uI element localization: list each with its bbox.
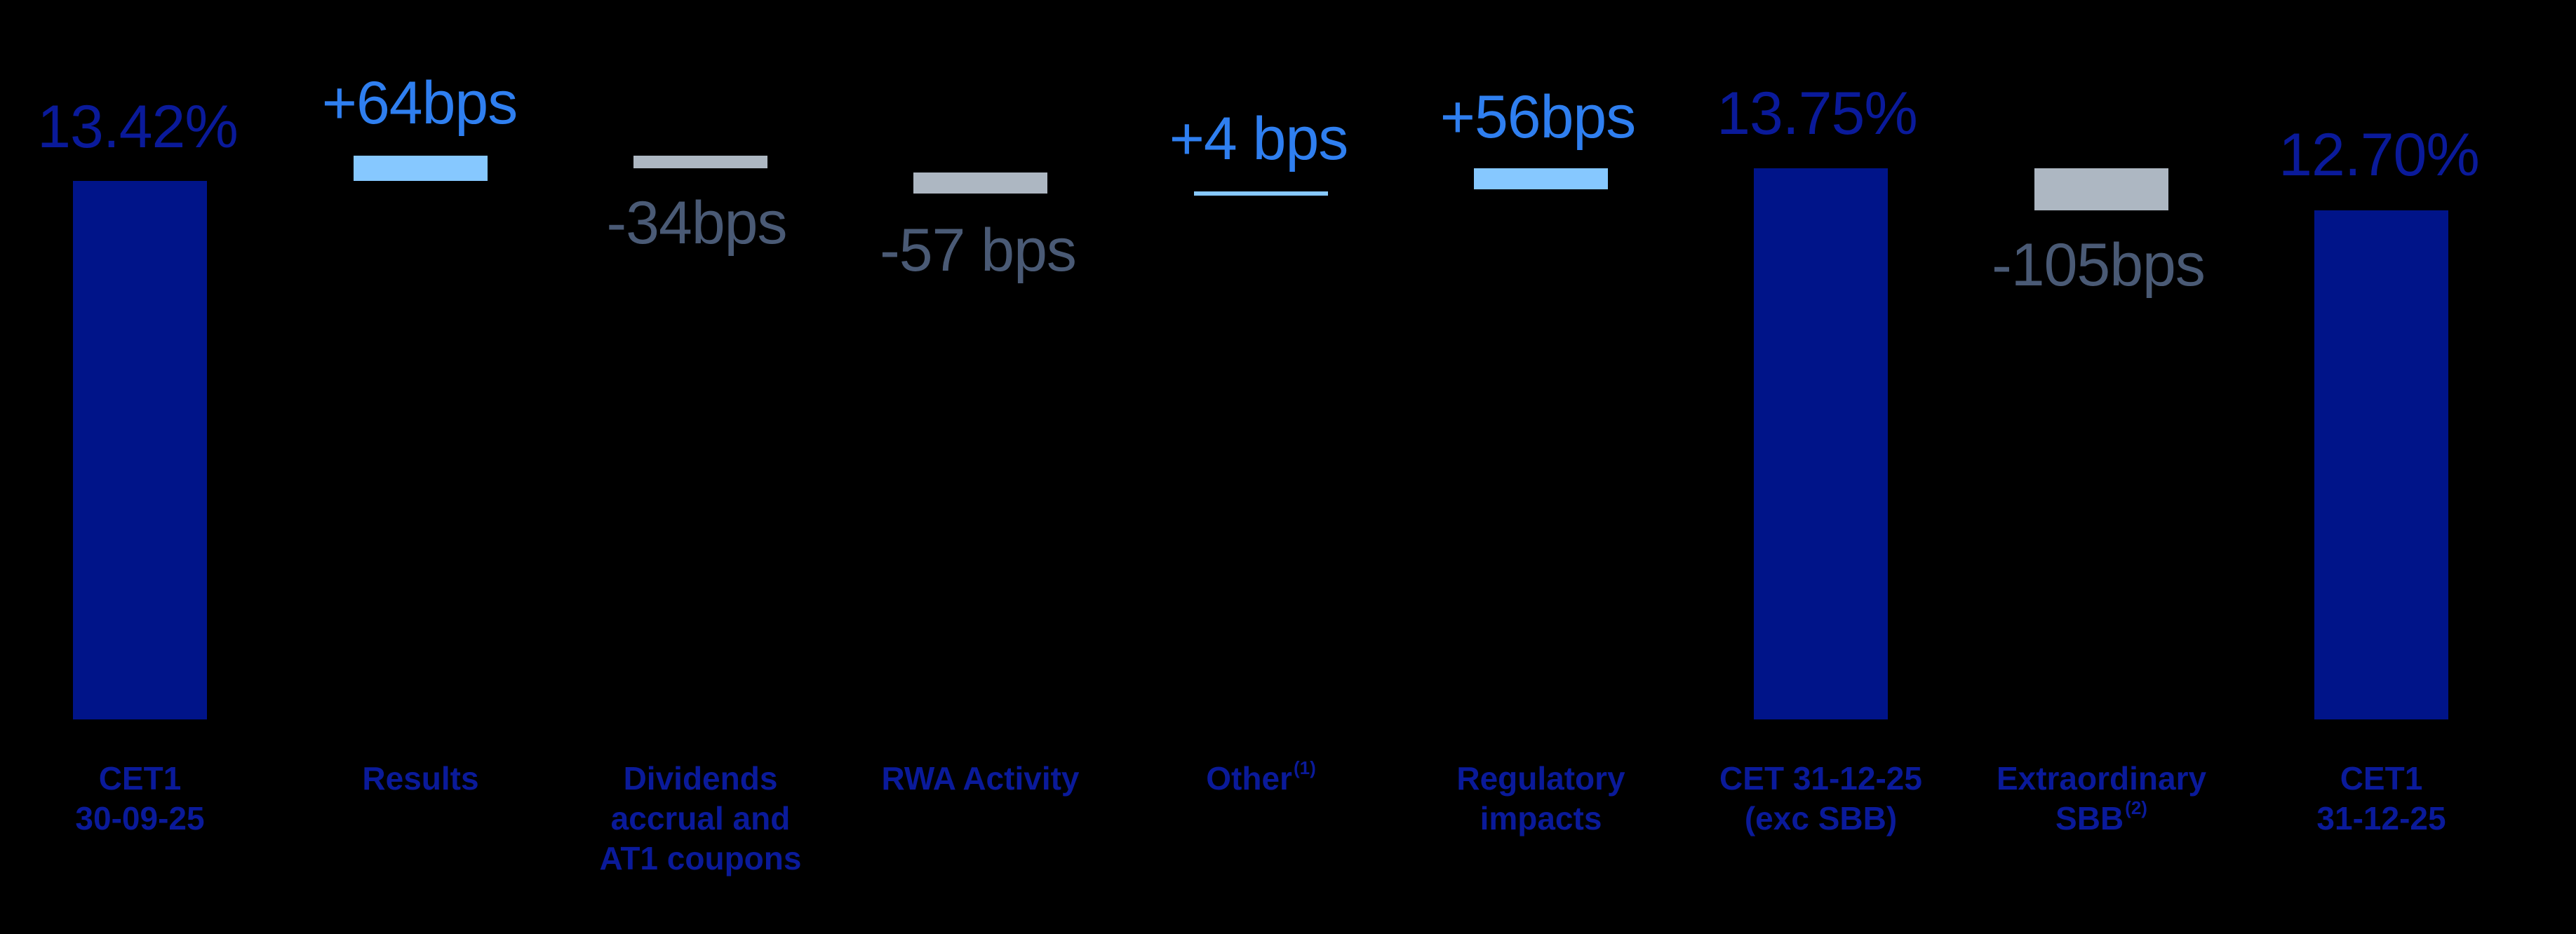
category-text: CET1 (2340, 760, 2423, 797)
category-label: Dividends accrual and AT1 coupons (600, 759, 802, 879)
category-text: Extraordinary (1996, 760, 2207, 797)
category-text: Dividends (623, 760, 778, 797)
category-label: CET 31-12-25 (exc SBB) (1719, 759, 1922, 839)
category-label-line: CET1 (2316, 759, 2446, 799)
category-label-line: Results (362, 759, 478, 799)
category-text: impacts (1480, 800, 1602, 837)
category-label-line: (exc SBB) (1719, 799, 1922, 839)
footnote-marker: (1) (1293, 757, 1316, 778)
category-label-line: 30-09-25 (75, 799, 204, 839)
category-label-line: impacts (1456, 799, 1625, 839)
value-label: +4 bps (1169, 105, 1349, 172)
bar-increase (1194, 191, 1328, 196)
value-label: -57 bps (880, 217, 1077, 284)
category-label-line: CET1 (75, 759, 204, 799)
category-label-line: RWA Activity (881, 759, 1079, 799)
category-label: Extraordinary SBB(2) (1997, 759, 2206, 839)
category-label: Other(1) (1206, 759, 1315, 799)
value-label: +64bps (321, 69, 518, 137)
category-label-line: Other(1) (1206, 759, 1315, 799)
bar-total (1754, 168, 1888, 719)
category-label-line: CET 31-12-25 (1719, 759, 1922, 799)
category-label: RWA Activity (881, 759, 1079, 799)
value-label: 13.75% (1717, 80, 1918, 147)
bar-decrease (633, 156, 767, 168)
category-label-line: Regulatory (1456, 759, 1625, 799)
bar-increase (354, 156, 488, 181)
category-text: RWA Activity (881, 760, 1080, 797)
category-label-line: accrual and (600, 799, 802, 839)
category-text: Other (1206, 760, 1292, 797)
category-label-line: Extraordinary (1997, 759, 2206, 799)
value-label: -34bps (606, 189, 788, 257)
category-label: Results (362, 759, 478, 799)
category-text: accrual and (610, 800, 791, 837)
category-label-line: SBB(2) (1997, 799, 2206, 839)
value-label: +56bps (1440, 83, 1637, 151)
category-text: SBB (2055, 800, 2124, 837)
bar-total (73, 181, 207, 719)
bar-decrease (913, 172, 1047, 194)
category-label: CET1 31-12-25 (2316, 759, 2446, 839)
value-label: 13.42% (37, 93, 239, 161)
category-label: Regulatory impacts (1456, 759, 1625, 839)
category-label-line: 31-12-25 (2316, 799, 2446, 839)
category-text: (exc SBB) (1744, 800, 1898, 837)
category-label: CET1 30-09-25 (75, 759, 204, 839)
category-label-line: AT1 coupons (600, 839, 802, 879)
value-label: -105bps (1992, 231, 2206, 299)
bar-decrease (2034, 168, 2168, 210)
category-text: CET1 (98, 760, 182, 797)
category-text: Results (362, 760, 479, 797)
bar-increase (1474, 168, 1608, 189)
category-text: Regulatory (1456, 760, 1625, 797)
category-text: 30-09-25 (75, 800, 205, 837)
category-label-line: Dividends (600, 759, 802, 799)
value-label: 12.70% (2279, 121, 2480, 189)
category-text: AT1 coupons (599, 840, 802, 877)
category-text: CET 31-12-25 (1719, 760, 1922, 797)
footnote-marker: (2) (2125, 797, 2147, 818)
category-text: 31-12-25 (2316, 800, 2446, 837)
bar-total (2314, 210, 2448, 719)
